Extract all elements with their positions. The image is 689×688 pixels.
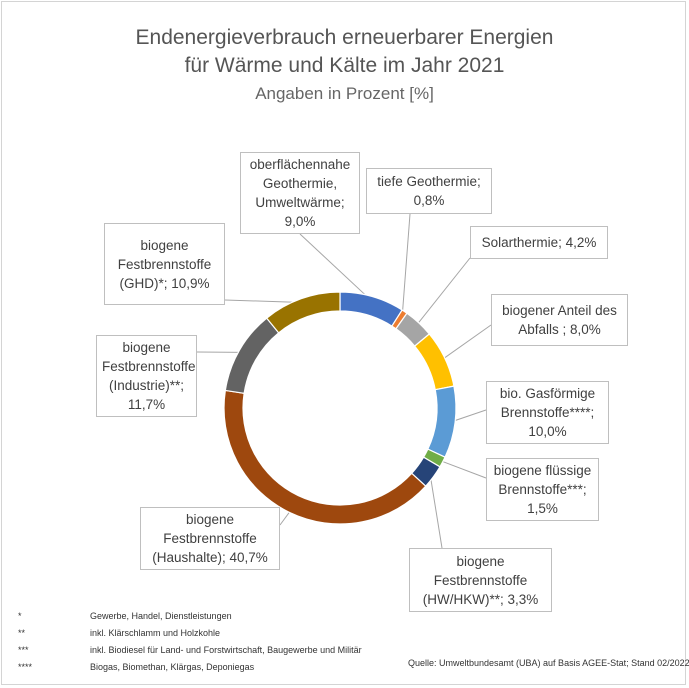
footnote-mark: **: [18, 628, 26, 638]
chart-subtitle: Angaben in Prozent [%]: [255, 84, 434, 103]
leader-line: [224, 299, 303, 303]
slice-label-line: biogene: [122, 340, 171, 355]
slice-label-line: Umweltwärme;: [255, 195, 345, 210]
footnote-mark: *: [18, 611, 22, 621]
slice-label-line: 10,0%: [528, 424, 567, 439]
slice-label-line: bio. Gasförmige: [499, 386, 596, 401]
slice-label: biogene flüssige Brennstoffe***; 1,5%: [486, 458, 599, 521]
footnote-text: Gewerbe, Handel, Dienstleistungen: [90, 611, 232, 621]
slice-label-line: biogener Anteil des: [502, 303, 617, 318]
slice-label-line: Solarthermie; 4,2%: [481, 235, 597, 250]
slice-label-line: oberflächennahe: [249, 157, 351, 172]
footnote-text: Biogas, Biomethan, Klärgas, Deponiegas: [90, 662, 255, 672]
donut-slice: [223, 389, 427, 525]
slice-label-line: biogene flüssige: [493, 463, 592, 478]
slice-label-line: tiefe Geothermie;: [377, 174, 481, 189]
slice-label: biogene Festbrennstoffe (Industrie)**; 11,7…: [96, 335, 197, 417]
leader-line: [438, 459, 487, 479]
leader-line: [450, 409, 487, 423]
slice-label: biogene Festbrennstoffe (GHD)*; 10,9%: [104, 223, 225, 305]
leader-line: [429, 474, 443, 549]
leader-line: [440, 324, 492, 361]
leader-line: [415, 257, 471, 327]
slice-label-line: Brennstoffe***;: [498, 482, 587, 497]
slice-label: bio. Gasförmige Brennstoffe****; 10,0%: [486, 381, 609, 444]
chart-title-line2: für Wärme und Kälte im Jahr 2021: [184, 54, 505, 77]
slice-label-line: 1,5%: [527, 501, 558, 516]
slice-label-line: biogene: [185, 512, 235, 527]
slice-label-line: (HW/HKW)**; 3,3%: [422, 591, 539, 607]
donut-slice: [427, 385, 457, 458]
donut-slice: [413, 333, 455, 391]
footnote-mark: ****: [18, 662, 33, 672]
footnote-text: inkl. Klärschlamm und Holzkohle: [90, 628, 221, 638]
leader-line: [401, 213, 411, 315]
footnote-text: inkl. Biodiesel für Land- und Forstwirts…: [90, 645, 362, 655]
slice-label-line: (Haushalte); 40,7%: [152, 550, 268, 565]
slice-label-line: 11,7%: [127, 397, 166, 412]
slice-label-line: (Industrie)**;: [108, 378, 185, 393]
slice-label: oberflächennahe Geothermie, Umweltwärme; 9,…: [240, 152, 360, 234]
slice-label-line: 9,0%: [284, 214, 316, 229]
slice-label-line: Brennstoffe****;: [500, 405, 595, 420]
slice-label: biogener Anteil des Abfalls ; 8,0%: [491, 294, 628, 346]
donut-slice: [265, 291, 341, 334]
donut-slice: [224, 317, 280, 394]
slice-label-line: Festbrennstoffe: [117, 256, 212, 272]
leader-line: [299, 233, 372, 301]
slice-label: Solarthermie; 4,2%: [470, 226, 608, 259]
footnote-mark: ***: [18, 645, 29, 655]
slice-label-line: Festbrennstoffe: [433, 572, 528, 588]
chart-title: Endenergieverbrauch erneuerbarer Energie…: [135, 26, 554, 49]
donut-slice: [339, 291, 403, 327]
slice-label-line: biogene: [456, 553, 505, 569]
slice-label-line: 0,8%: [413, 193, 445, 208]
slice-label: biogene Festbrennstoffe (HW/HKW)**; 3,3%: [409, 548, 552, 612]
slice-label-line: Geothermie,: [262, 176, 338, 191]
source-note: Quelle: Umweltbundesamt (UBA) auf Basis …: [408, 658, 689, 668]
slice-label: biogene Festbrennstoffe (Haushalte); 40,7%: [140, 507, 280, 570]
slice-label-line: (GHD)*; 10,9%: [119, 275, 210, 291]
slice-label-line: biogene: [140, 237, 189, 253]
slice-label-line: Festbrennstoffe: [163, 531, 257, 546]
slice-label: tiefe Geothermie; 0,8%: [366, 168, 492, 214]
slice-label-line: Abfalls ; 8,0%: [518, 322, 601, 337]
slice-label-line: Festbrennstoffe: [102, 359, 196, 374]
